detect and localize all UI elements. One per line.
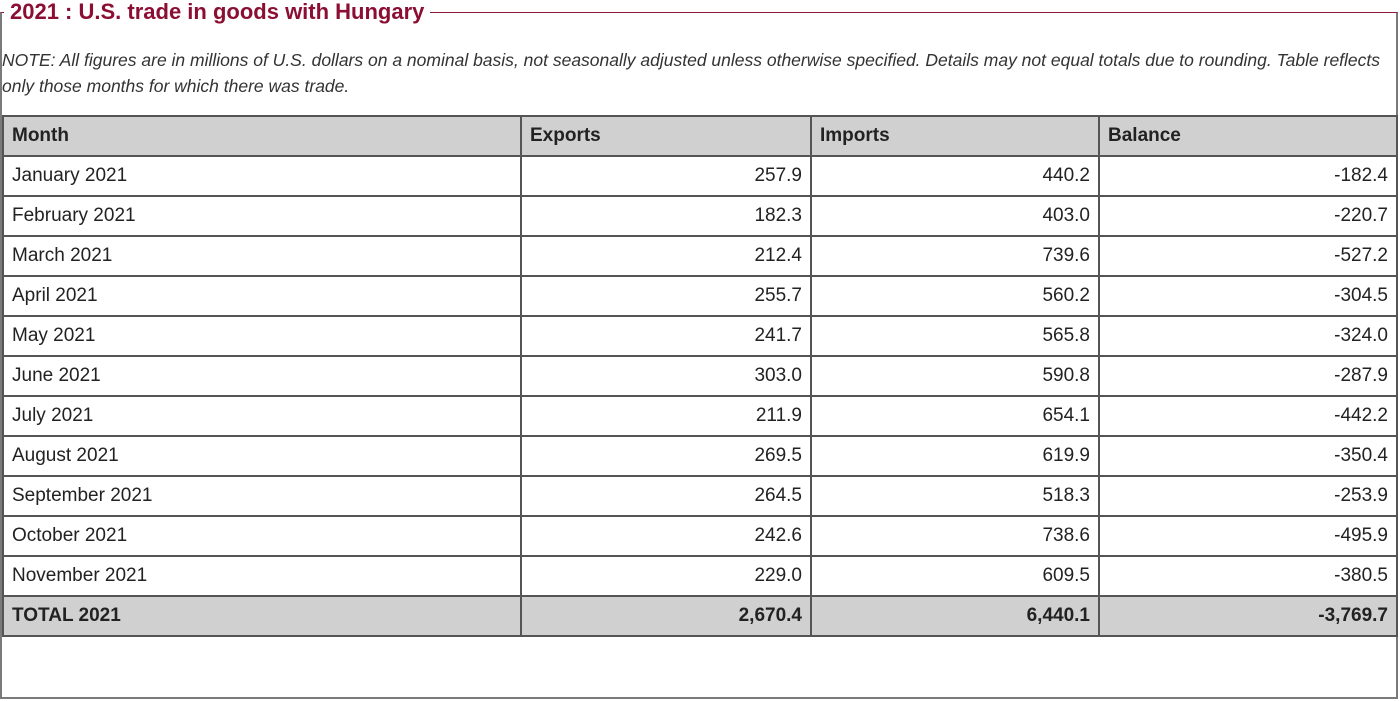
table-row: May 2021 241.7 565.8 -324.0 xyxy=(2,315,1398,357)
imports-cell: 609.5 xyxy=(810,555,1100,597)
month-cell: April 2021 xyxy=(2,275,522,317)
balance-cell: -442.2 xyxy=(1098,395,1398,437)
month-cell: November 2021 xyxy=(2,555,522,597)
table-row: September 2021 264.5 518.3 -253.9 xyxy=(2,475,1398,517)
note-text: NOTE: All figures are in millions of U.S… xyxy=(2,50,1381,96)
imports-cell: 565.8 xyxy=(810,315,1100,357)
imports-cell: 403.0 xyxy=(810,195,1100,237)
table-row: April 2021 255.7 560.2 -304.5 xyxy=(2,275,1398,317)
imports-cell: 739.6 xyxy=(810,235,1100,277)
balance-cell: -304.5 xyxy=(1098,275,1398,317)
month-cell: February 2021 xyxy=(2,195,522,237)
month-cell: June 2021 xyxy=(2,355,522,397)
month-cell: May 2021 xyxy=(2,315,522,357)
month-cell: January 2021 xyxy=(2,155,522,197)
exports-cell: 182.3 xyxy=(520,195,812,237)
table-row: June 2021 303.0 590.8 -287.9 xyxy=(2,355,1398,397)
month-cell: March 2021 xyxy=(2,235,522,277)
balance-cell: -253.9 xyxy=(1098,475,1398,517)
imports-cell: 590.8 xyxy=(810,355,1100,397)
balance-cell: -380.5 xyxy=(1098,555,1398,597)
exports-cell: 264.5 xyxy=(520,475,812,517)
balance-cell: -350.4 xyxy=(1098,435,1398,477)
header-imports: Imports xyxy=(810,115,1100,157)
imports-cell: 440.2 xyxy=(810,155,1100,197)
month-cell: October 2021 xyxy=(2,515,522,557)
table-row: July 2021 211.9 654.1 -442.2 xyxy=(2,395,1398,437)
exports-cell: 211.9 xyxy=(520,395,812,437)
header-balance: Balance xyxy=(1098,115,1398,157)
trade-panel xyxy=(0,12,1398,699)
balance-cell: -527.2 xyxy=(1098,235,1398,277)
month-cell: September 2021 xyxy=(2,475,522,517)
imports-cell: 560.2 xyxy=(810,275,1100,317)
balance-cell: -287.9 xyxy=(1098,355,1398,397)
page-title: 2021 : U.S. trade in goods with Hungary xyxy=(4,0,431,24)
imports-cell: 619.9 xyxy=(810,435,1100,477)
total-label-cell: TOTAL 2021 xyxy=(2,595,522,637)
table-header-row: Month Exports Imports Balance xyxy=(2,115,1398,157)
exports-cell: 269.5 xyxy=(520,435,812,477)
exports-cell: 303.0 xyxy=(520,355,812,397)
exports-cell: 255.7 xyxy=(520,275,812,317)
table-row: October 2021 242.6 738.6 -495.9 xyxy=(2,515,1398,557)
month-cell: July 2021 xyxy=(2,395,522,437)
total-imports-cell: 6,440.1 xyxy=(810,595,1100,637)
exports-cell: 257.9 xyxy=(520,155,812,197)
table-row: August 2021 269.5 619.9 -350.4 xyxy=(2,435,1398,477)
balance-cell: -324.0 xyxy=(1098,315,1398,357)
table-row: January 2021 257.9 440.2 -182.4 xyxy=(2,155,1398,197)
balance-cell: -182.4 xyxy=(1098,155,1398,197)
total-row: TOTAL 2021 2,670.4 6,440.1 -3,769.7 xyxy=(2,595,1398,637)
table-row: November 2021 229.0 609.5 -380.5 xyxy=(2,555,1398,597)
imports-cell: 518.3 xyxy=(810,475,1100,517)
imports-cell: 654.1 xyxy=(810,395,1100,437)
total-balance-cell: -3,769.7 xyxy=(1098,595,1398,637)
exports-cell: 241.7 xyxy=(520,315,812,357)
balance-cell: -495.9 xyxy=(1098,515,1398,557)
trade-table: Month Exports Imports Balance January 20… xyxy=(2,115,1398,637)
table-row: March 2021 212.4 739.6 -527.2 xyxy=(2,235,1398,277)
header-month: Month xyxy=(2,115,522,157)
exports-cell: 242.6 xyxy=(520,515,812,557)
exports-cell: 229.0 xyxy=(520,555,812,597)
header-exports: Exports xyxy=(520,115,812,157)
month-cell: August 2021 xyxy=(2,435,522,477)
exports-cell: 212.4 xyxy=(520,235,812,277)
total-exports-cell: 2,670.4 xyxy=(520,595,812,637)
balance-cell: -220.7 xyxy=(1098,195,1398,237)
imports-cell: 738.6 xyxy=(810,515,1100,557)
table-row: February 2021 182.3 403.0 -220.7 xyxy=(2,195,1398,237)
